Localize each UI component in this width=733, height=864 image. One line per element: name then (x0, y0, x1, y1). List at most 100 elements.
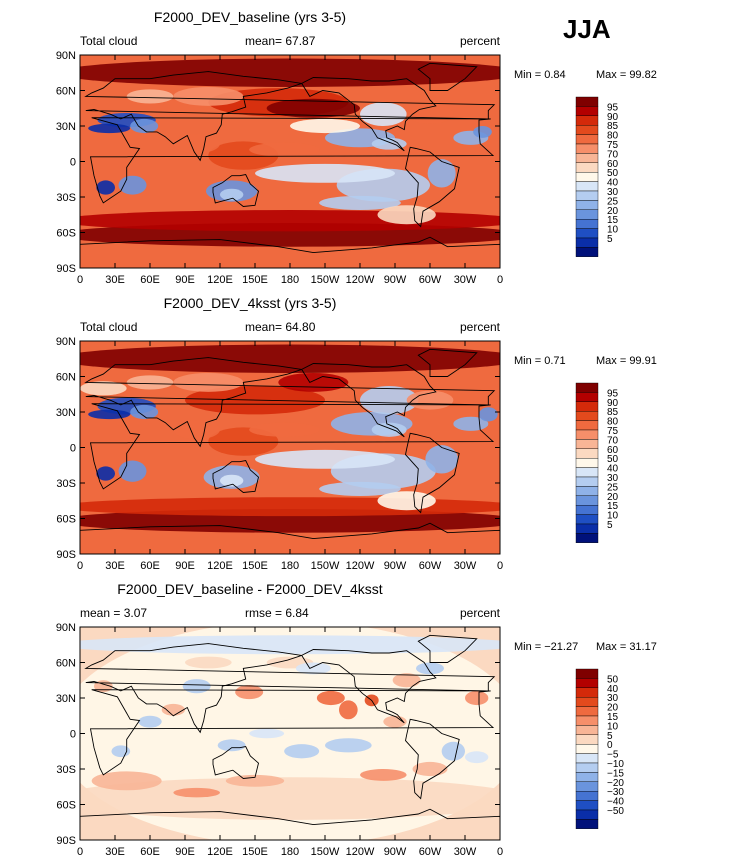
colorbar-label: 0 (607, 740, 613, 751)
colorbar-box (575, 181, 599, 192)
colorbar-label: 30 (607, 693, 619, 704)
coastline (405, 146, 460, 228)
colorbar-label: 30 (607, 473, 619, 484)
field-contour (290, 118, 360, 134)
colorbar-box (575, 668, 599, 679)
field-contour (325, 738, 372, 753)
y-tick-label: 60S (56, 228, 76, 240)
panel-title: F2000_DEV_baseline (yrs 3-5) (154, 9, 346, 25)
colorbar-box (575, 809, 599, 820)
colorbar-box (575, 753, 599, 764)
colorbar-label: 70 (607, 435, 619, 446)
field-contour (255, 449, 395, 469)
coastline (301, 649, 437, 724)
colorbar-label: 90 (607, 112, 619, 123)
min-value: Min = 0.84 (514, 69, 566, 81)
coastline (84, 357, 496, 448)
colorbar-label: −5 (607, 750, 619, 761)
colorbar-box (575, 819, 599, 830)
field-contour (182, 679, 211, 694)
field-contour (377, 205, 436, 225)
colorbar-box (575, 523, 599, 534)
y-tick-label: 30N (56, 407, 76, 419)
x-tick-label: 90W (384, 846, 407, 858)
map-field (80, 627, 500, 840)
field-contour (220, 474, 244, 487)
colorbar-box (575, 228, 599, 239)
coastline (80, 522, 500, 554)
x-tick-label: 90W (384, 560, 407, 572)
colorbar-box (575, 106, 599, 117)
x-tick-label: 150E (242, 560, 268, 572)
y-tick-label: 0 (70, 157, 76, 169)
field-contour (80, 381, 127, 396)
field-contour (80, 635, 500, 655)
field-contour (130, 404, 159, 420)
colorbar-box (575, 420, 599, 431)
mean-value: mean = 3.07 (80, 606, 147, 620)
x-tick-label: 90W (384, 274, 407, 286)
colorbar-box (575, 382, 599, 393)
y-tick-label: 90S (56, 549, 76, 561)
panel-title: F2000_DEV_baseline - F2000_DEV_4ksst (117, 581, 382, 597)
field-contour (118, 460, 147, 482)
colorbar-box (575, 209, 599, 220)
colorbar-box (575, 247, 599, 257)
colorbar-box (575, 115, 599, 126)
colorbar-label: 75 (607, 426, 619, 437)
mean-value: mean= 64.80 (245, 320, 316, 334)
min-value: Min = 0.71 (514, 355, 566, 367)
colorbar-label: 20 (607, 703, 619, 714)
units-label: percent (460, 606, 501, 620)
field-contour (185, 656, 232, 669)
x-tick-label: 30W (454, 560, 477, 572)
x-tick-label: 60E (140, 560, 160, 572)
colorbar-box (575, 153, 599, 163)
field-contour (465, 751, 489, 764)
x-tick-label: 90E (175, 560, 195, 572)
x-tick-label: 150E (242, 274, 268, 286)
field-contour (220, 188, 244, 201)
field-contour (173, 134, 221, 154)
colorbar-box (575, 533, 599, 544)
field-contour (316, 690, 345, 706)
coastline (89, 689, 495, 776)
colorbar-box (575, 162, 599, 173)
field-contour (360, 385, 419, 415)
colorbar-box (575, 467, 599, 478)
coastline (212, 745, 260, 779)
colorbar-label: 30 (607, 187, 619, 198)
y-tick-label: 60N (56, 658, 76, 670)
colorbar-label: −30 (607, 787, 624, 798)
colorbar-box (575, 678, 599, 689)
field-contour (360, 102, 407, 126)
colorbar-label: 5 (607, 520, 613, 531)
variable-label: Total cloud (80, 320, 137, 334)
colorbar-label: 50 (607, 168, 619, 179)
x-tick-label: 180 (281, 274, 299, 286)
colorbar-box (575, 772, 599, 783)
panel-3: F2000_DEV_baseline - F2000_DEV_4ksstmean… (56, 581, 657, 858)
field-contour (377, 491, 436, 511)
colorbar-box (575, 458, 599, 468)
y-tick-label: 90N (56, 336, 76, 348)
colorbar-label: 25 (607, 482, 619, 493)
x-tick-label: 30W (454, 846, 477, 858)
x-tick-label: 0 (497, 274, 503, 286)
colorbar-box (575, 800, 599, 811)
colorbar-label: −50 (607, 806, 624, 817)
colorbar-box (575, 734, 599, 745)
colorbar-label: 50 (607, 674, 619, 685)
y-tick-label: 60N (56, 86, 76, 98)
colorbar-box (575, 190, 599, 201)
field-contour (249, 422, 320, 437)
y-tick-label: 0 (70, 443, 76, 455)
colorbar-label: 75 (607, 140, 619, 151)
field-contour (96, 180, 115, 195)
colorbar-box (575, 143, 599, 154)
field-contour (416, 662, 444, 675)
y-tick-label: 0 (70, 729, 76, 741)
colorbar-label: 15 (607, 712, 619, 723)
colorbar-label: 60 (607, 445, 619, 456)
field-contour (126, 89, 174, 104)
